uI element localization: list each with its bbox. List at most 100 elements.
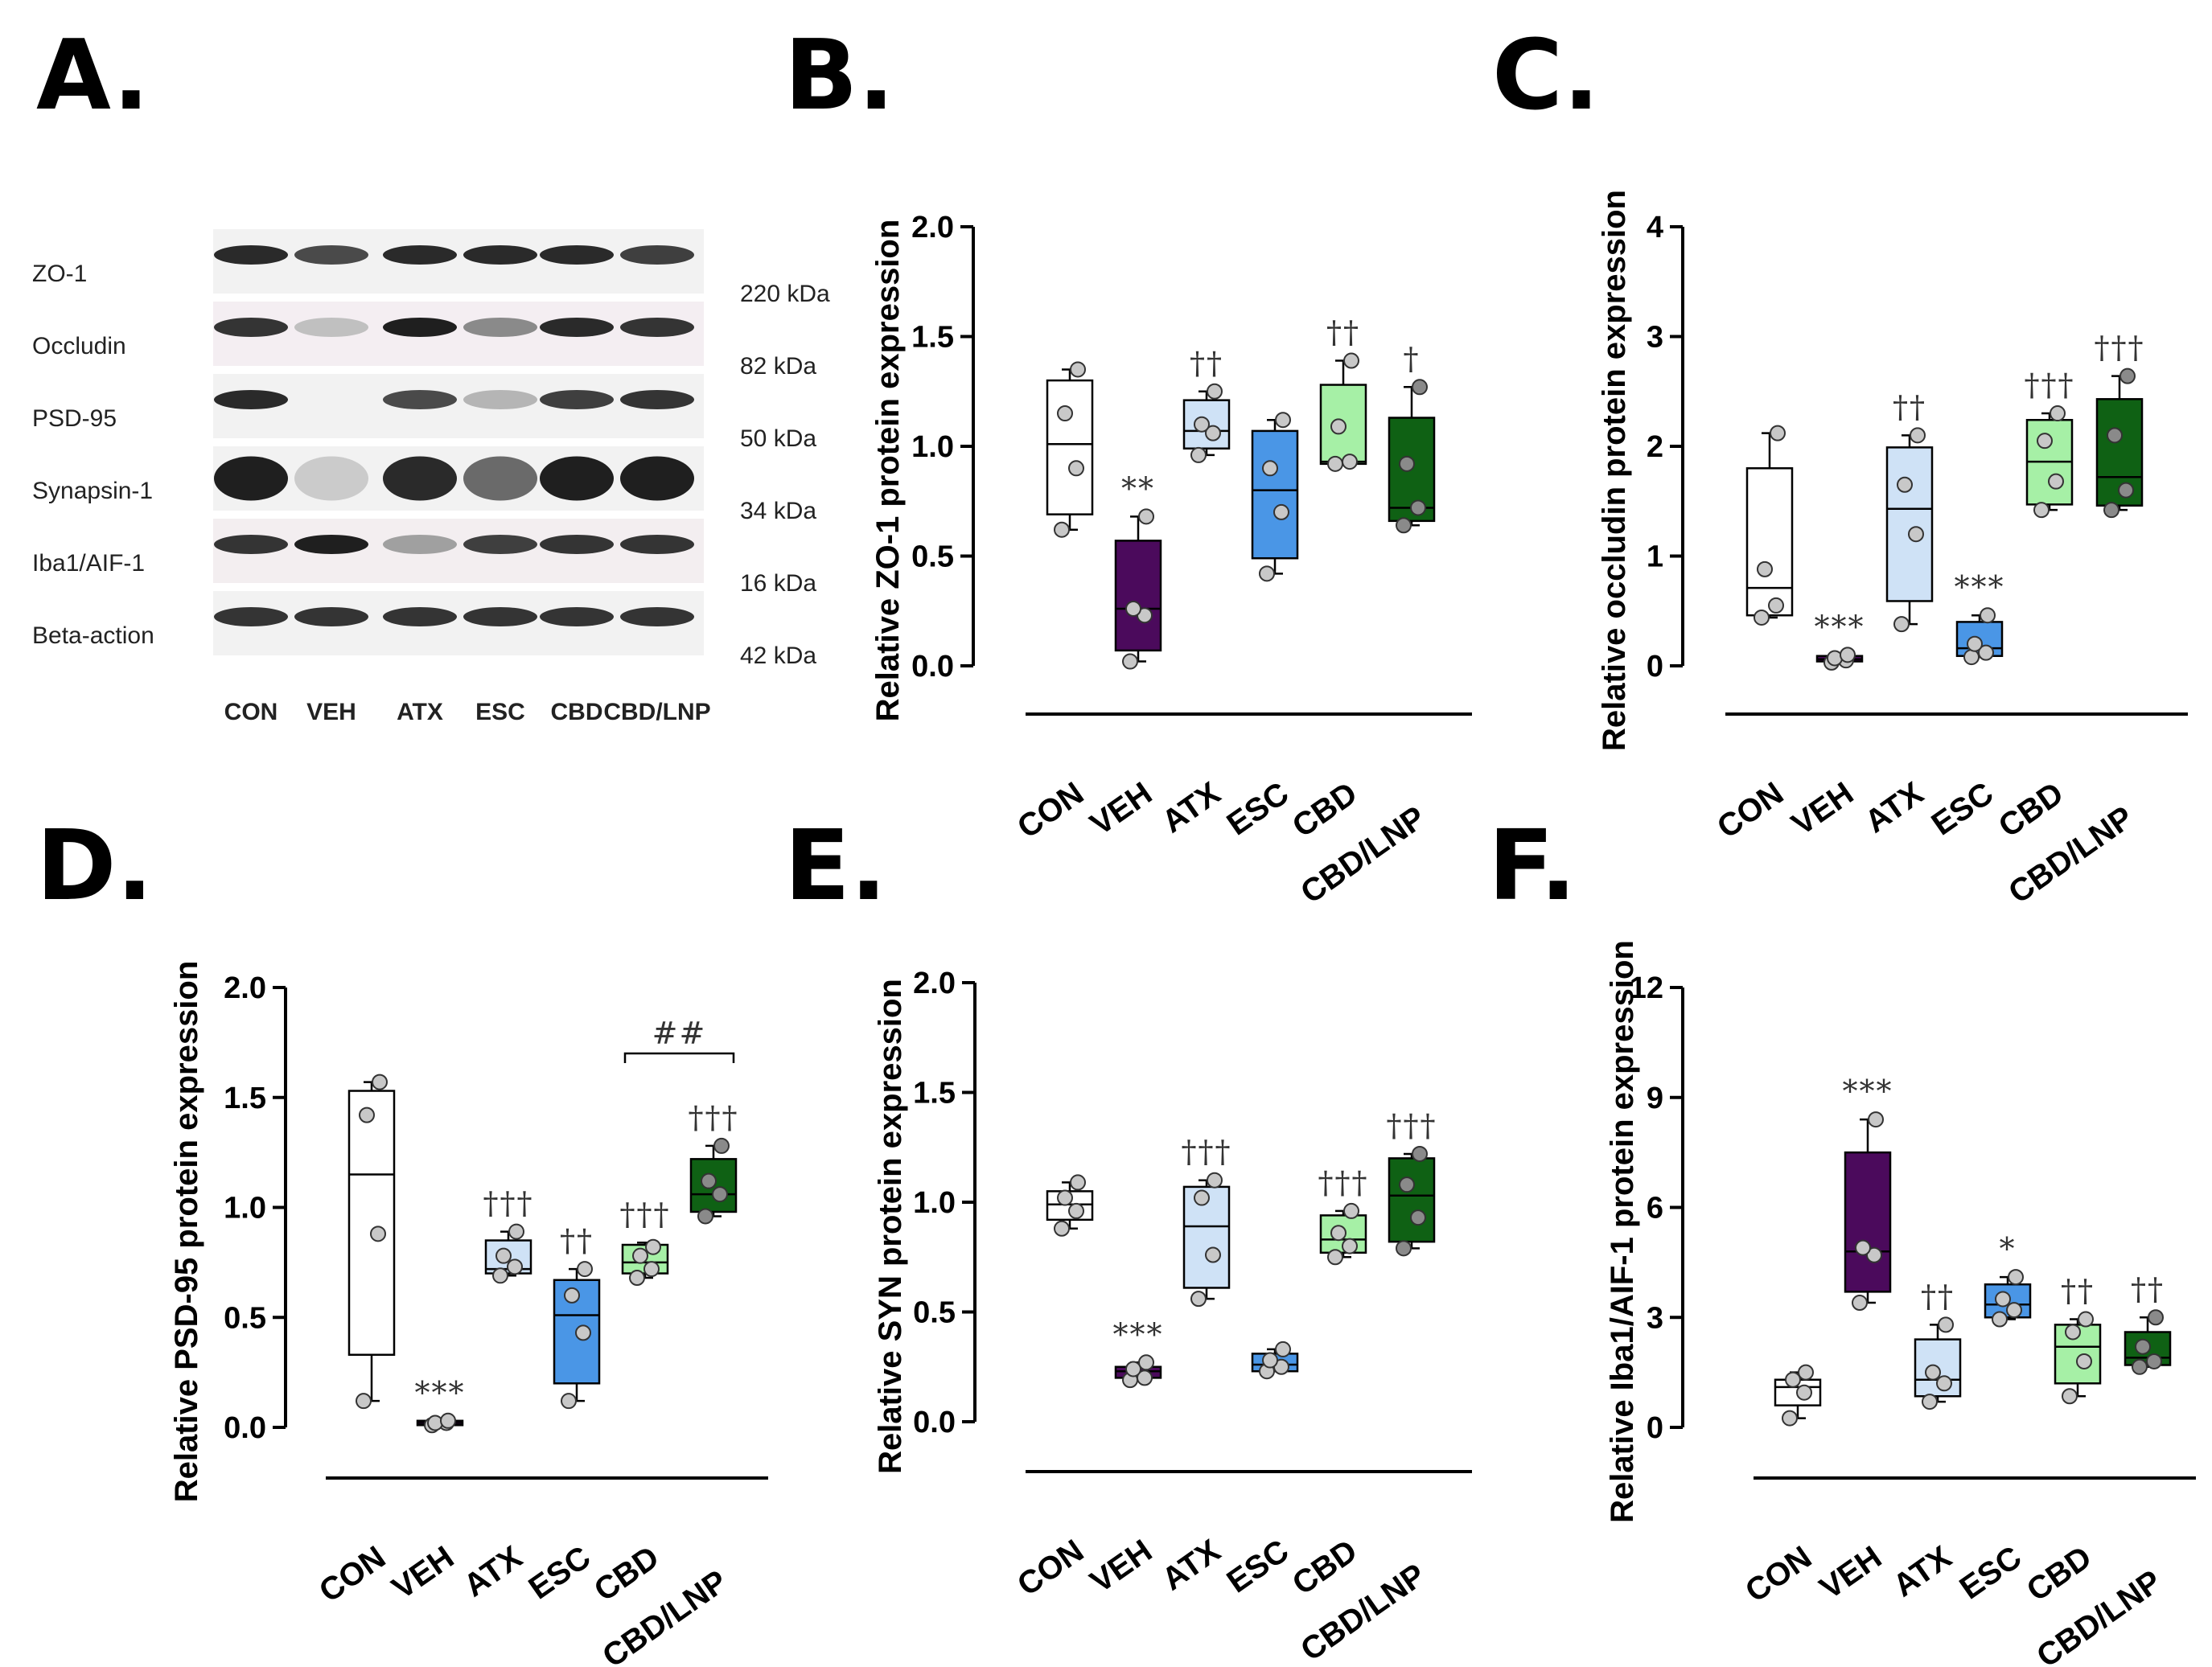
significance-mark: ††	[2061, 1274, 2095, 1309]
significance-mark: †††	[620, 1197, 671, 1232]
data-point	[1399, 1176, 1415, 1193]
data-point	[1190, 446, 1207, 463]
significance-mark: ***	[1815, 609, 1865, 644]
blot-band	[540, 607, 614, 626]
x-category-label: CBD	[1286, 775, 1363, 844]
data-point	[1122, 653, 1138, 670]
data-point	[1070, 1174, 1086, 1191]
significance-mark: ††	[1893, 389, 1926, 425]
data-point	[1768, 597, 1784, 614]
x-category-label: CON	[1011, 775, 1090, 845]
data-point	[713, 1137, 730, 1154]
x-category-label: CON	[1011, 1533, 1090, 1603]
data-point	[1205, 1246, 1221, 1263]
blot-kda-label: 42 kDa	[740, 643, 816, 669]
data-point	[643, 1261, 660, 1278]
blot-band	[620, 318, 694, 337]
box-veh	[1844, 1151, 1892, 1293]
data-point	[2078, 1311, 2094, 1328]
data-point	[440, 1412, 456, 1429]
data-point	[1963, 649, 1980, 666]
data-point	[701, 1172, 717, 1189]
box-veh	[1114, 540, 1162, 652]
data-point	[1980, 607, 1996, 624]
box-esc	[1251, 429, 1299, 560]
y-tick-label: 1.0	[913, 1186, 956, 1220]
x-category-label: ESC	[1221, 775, 1296, 842]
x-category-label: CBD	[1992, 775, 2070, 844]
x-category-label: CON	[313, 1539, 392, 1609]
blot-band	[214, 245, 288, 265]
data-point	[427, 1414, 443, 1431]
blot-kda-label: 50 kDa	[740, 425, 816, 452]
blot-kda-label: 34 kDa	[740, 498, 816, 524]
significance-mark: ***	[415, 1375, 466, 1410]
y-tick-label: 0	[1647, 1411, 1663, 1445]
significance-mark: †††	[1182, 1135, 1232, 1170]
data-point	[1399, 455, 1415, 472]
y-tick-label: 4	[1647, 211, 1663, 244]
data-point	[712, 1186, 728, 1203]
blot-band	[620, 607, 694, 626]
data-point	[629, 1270, 645, 1287]
data-point	[1327, 455, 1343, 472]
blot-lane-label: CBD/LNP	[603, 699, 710, 725]
data-point	[1908, 526, 1924, 543]
y-axis-title: Relative SYN protein expression	[873, 979, 908, 1474]
y-tick-label: 0.0	[911, 650, 954, 684]
x-category-label: CBD	[2021, 1539, 2098, 1608]
data-point	[1754, 609, 1770, 626]
blot-band	[463, 535, 537, 554]
significance-mark: †††	[483, 1186, 534, 1222]
data-point	[356, 1393, 372, 1410]
y-tick-label: 1.0	[224, 1192, 266, 1226]
blot-protein-label: Iba1/AIF-1	[32, 550, 145, 577]
data-point	[1194, 416, 1210, 433]
blot-strip	[213, 519, 704, 583]
data-point	[645, 1238, 661, 1255]
western-blot-panel: A. ZO-1 220 kDa Occludin 82 kDa PSD-95 50 kDa S…	[32, 20, 830, 725]
y-tick-label: 1.0	[911, 430, 954, 464]
data-point	[2062, 1388, 2078, 1405]
panel-letter: F.	[1488, 811, 1577, 922]
blot-strip	[213, 302, 704, 366]
y-tick-label: 1.5	[913, 1077, 956, 1111]
x-category-label: ATX	[1156, 1533, 1227, 1597]
blot-band	[540, 535, 614, 554]
blot-band	[383, 245, 457, 265]
blot-band	[294, 245, 368, 265]
data-point	[1054, 1220, 1070, 1237]
box-con	[1745, 467, 1794, 617]
box-cbd-lnp	[1388, 1157, 1436, 1243]
data-point	[1262, 1352, 1278, 1369]
data-point	[1852, 1295, 1868, 1312]
data-point	[1275, 1341, 1291, 1357]
data-point	[1893, 616, 1910, 633]
y-tick-label: 9	[1647, 1082, 1663, 1115]
blot-band	[463, 456, 537, 501]
x-category-label: ATX	[1156, 775, 1227, 840]
significance-mark: ††	[1326, 315, 1360, 351]
data-point	[1396, 1240, 1412, 1257]
blot-protein-label: Synapsin-1	[32, 478, 153, 504]
blot-band	[294, 318, 368, 337]
blot-band	[620, 456, 694, 501]
data-point	[2048, 473, 2064, 490]
data-point	[370, 1226, 386, 1242]
blot-band	[383, 535, 457, 554]
blot-band	[463, 390, 537, 409]
data-point	[1343, 352, 1359, 369]
chart-c-occludin: C. 0 1 2 3 4 Relative occludin protein express…	[1492, 20, 2188, 910]
data-point	[2119, 367, 2136, 384]
significance-mark: ***	[1955, 569, 2005, 605]
significance-mark: *	[2000, 1231, 2017, 1267]
data-point	[1137, 1369, 1153, 1386]
data-point	[1796, 1384, 1812, 1401]
blot-kda-label: 82 kDa	[740, 353, 816, 380]
data-point	[2103, 502, 2119, 519]
y-tick-label: 1.5	[224, 1082, 266, 1115]
x-category-label: ATX	[458, 1539, 529, 1603]
y-tick-label: 2.0	[913, 967, 956, 1000]
